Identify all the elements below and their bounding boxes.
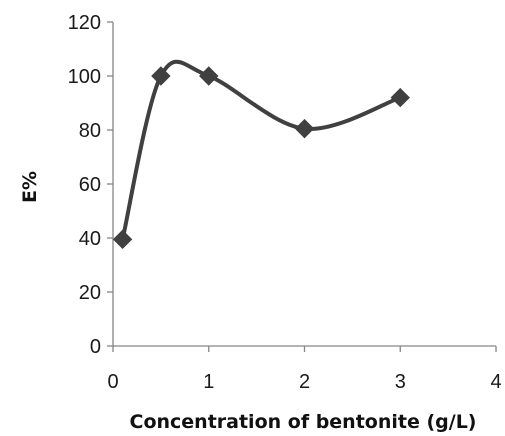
y-tick-label: 100 <box>68 66 101 88</box>
x-tick-label: 4 <box>490 371 501 393</box>
x-tick-label: 1 <box>203 371 214 393</box>
y-tick-label: 80 <box>79 120 101 142</box>
x-tick-label: 2 <box>299 371 310 393</box>
y-axis-title: E% <box>19 171 41 203</box>
y-tick-label: 60 <box>79 174 101 196</box>
data-point-marker <box>151 66 171 86</box>
data-point-marker <box>112 229 133 250</box>
axes <box>107 21 497 352</box>
data-point-marker <box>294 118 315 139</box>
x-axis-title: Concentration of bentonite (g/L) <box>130 411 477 433</box>
data-point-marker <box>199 66 219 86</box>
y-tick-label: 0 <box>90 336 101 358</box>
data-point-marker <box>390 87 410 108</box>
x-tick-label: 0 <box>107 371 118 393</box>
y-tick-label: 120 <box>68 12 101 34</box>
x-tick-label: 3 <box>395 371 406 393</box>
series-layer <box>112 59 410 250</box>
y-tick-label: 20 <box>79 282 101 304</box>
series-line <box>120 59 401 240</box>
y-tick-label: 40 <box>79 228 101 250</box>
tick-labels: 0 20 40 60 80 100 120 0 1 2 3 4 <box>68 12 502 393</box>
